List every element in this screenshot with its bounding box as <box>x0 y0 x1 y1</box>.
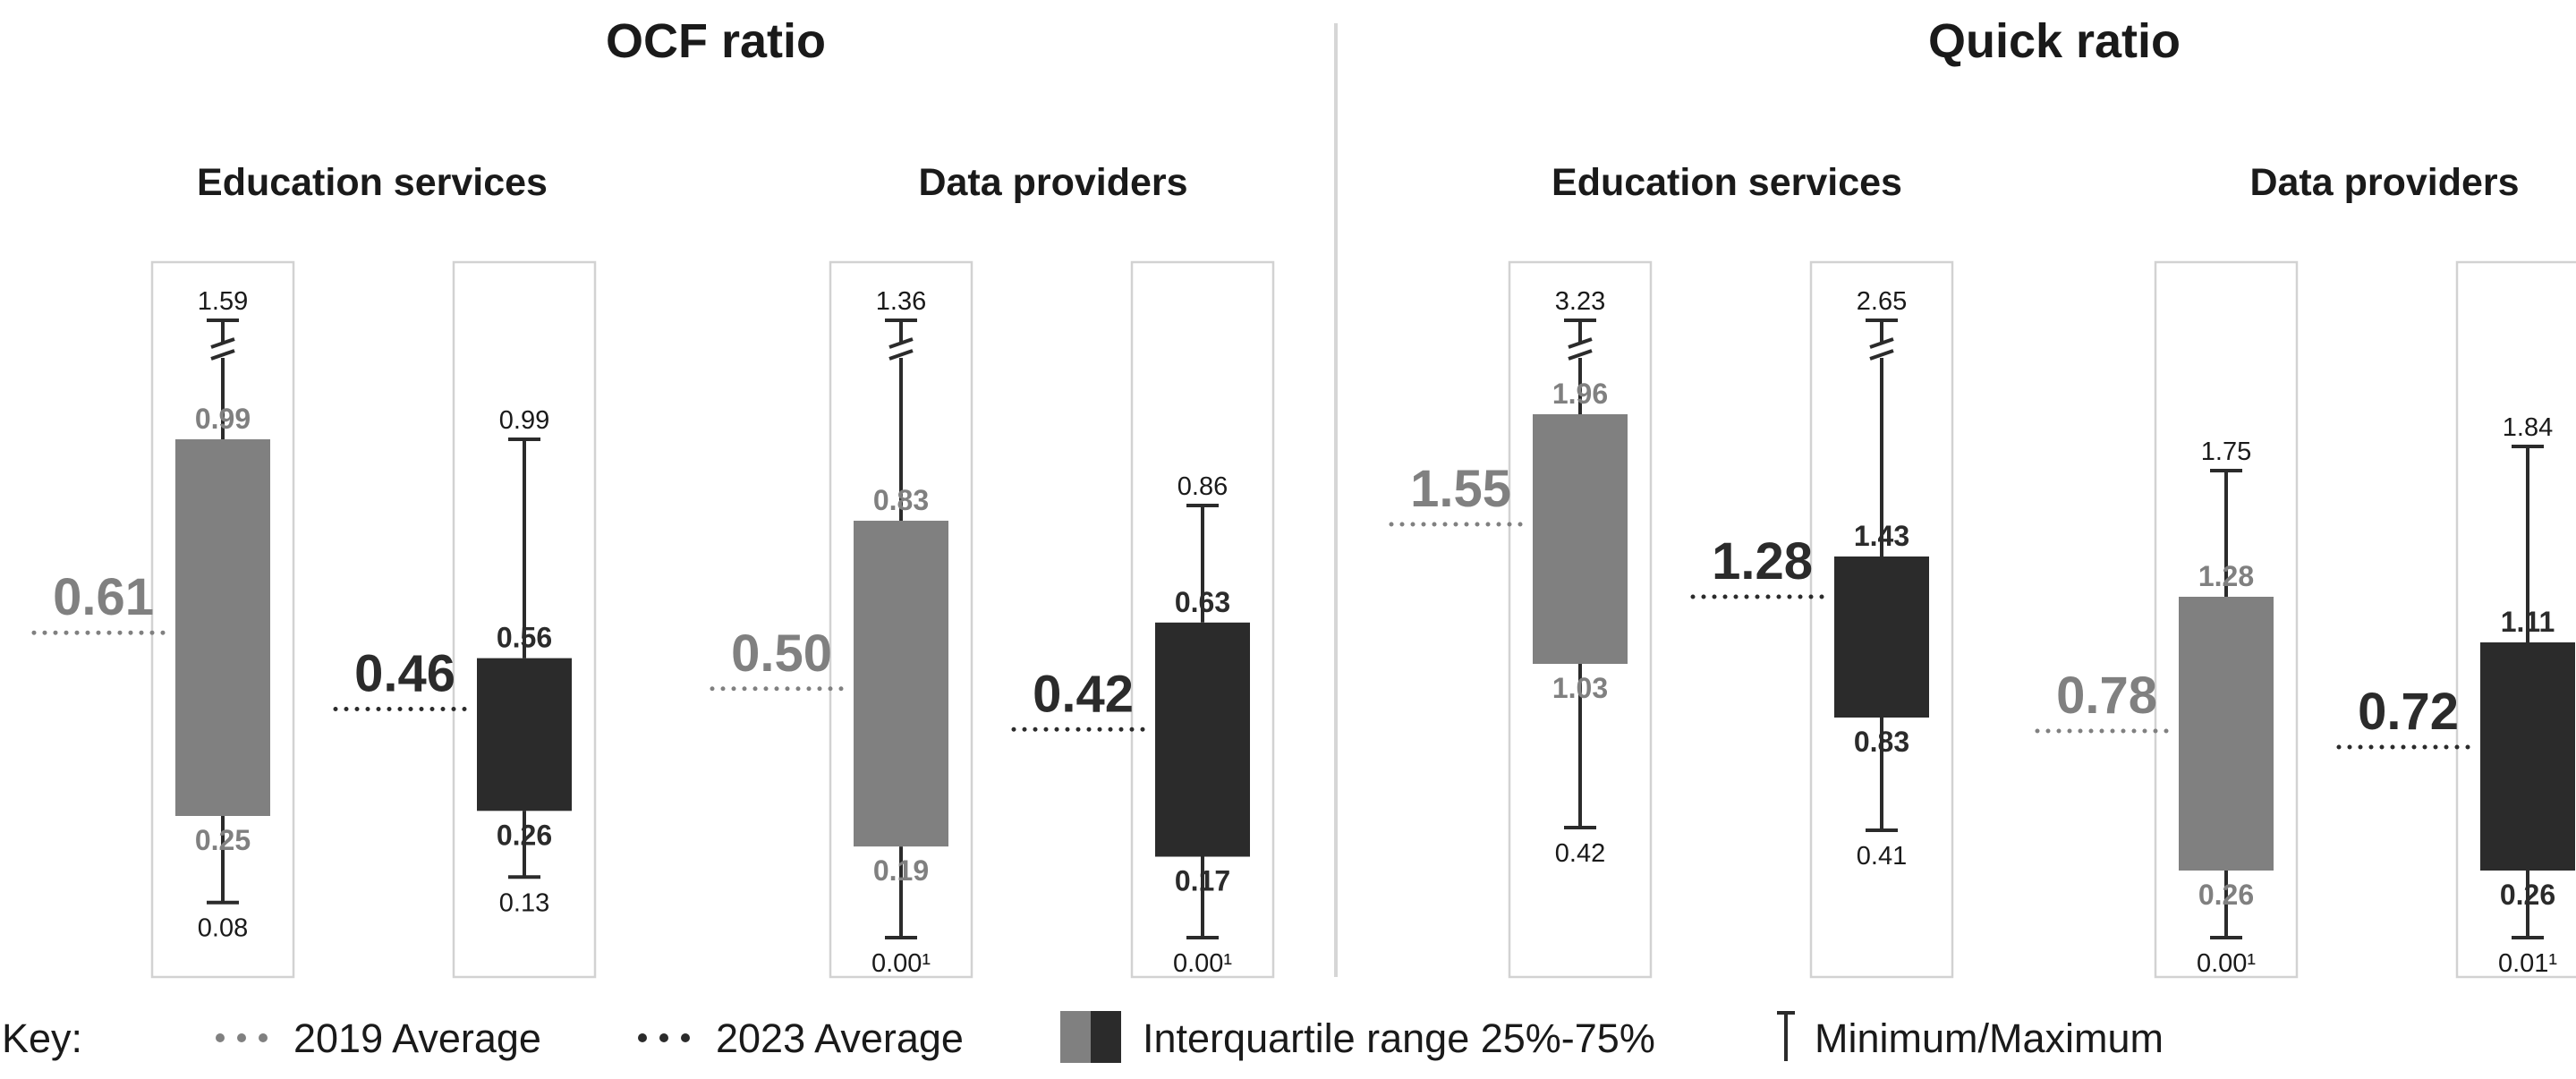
max-label: 1.84 <box>2503 413 2553 442</box>
q1-label: 0.17 <box>1175 865 1230 897</box>
legend-label: Minimum/Maximum <box>1815 1015 2164 1061</box>
group-title: Data providers <box>918 161 1187 204</box>
box-2019: 1.75 1.28 0.26 0.00¹ 0.78 <box>2035 260 2299 979</box>
axis-break-mark <box>1568 337 1593 349</box>
average-label: 0.72 <box>2358 683 2459 741</box>
legend-label: 2023 Average <box>716 1015 964 1061</box>
axis-break-mark <box>888 349 914 361</box>
iqr-box <box>477 658 572 811</box>
min-label: 0.00¹ <box>2197 949 2256 978</box>
axis-break-mark <box>888 337 914 349</box>
q1-label: 0.83 <box>1854 726 1909 758</box>
legend-dot <box>259 1033 268 1042</box>
q3-label: 1.28 <box>2198 560 2254 592</box>
group-title: Data providers <box>2249 161 2519 204</box>
q1-label: 0.26 <box>497 819 552 851</box>
panel-title: Quick ratio <box>1928 14 2181 68</box>
max-label: 1.75 <box>2201 438 2251 466</box>
axis-break-mark <box>1869 349 1894 361</box>
iqr-box <box>1533 414 1628 664</box>
q1-label: 0.26 <box>2198 879 2254 911</box>
q3-label: 0.83 <box>873 484 929 516</box>
axis-break-mark <box>1869 337 1894 349</box>
iqr-box <box>175 439 270 816</box>
q3-label: 1.43 <box>1854 520 1909 552</box>
min-label: 0.13 <box>499 888 549 917</box>
box-2019: 3.23 1.96 1.03 0.42 1.55 <box>1389 260 1653 979</box>
legend-swatch-2023 <box>1091 1011 1121 1063</box>
min-label: 0.41 <box>1857 842 1907 871</box>
legend-dot <box>681 1033 690 1042</box>
max-label: 0.86 <box>1177 472 1228 501</box>
min-label: 0.08 <box>198 914 248 943</box>
iqr-box <box>1155 622 1250 857</box>
average-label: 0.61 <box>53 568 154 626</box>
box-2023: 2.65 1.43 0.83 0.41 1.28 <box>1690 260 1954 979</box>
min-label: 0.00¹ <box>1173 949 1232 978</box>
legend-swatch-2019 <box>1060 1011 1091 1063</box>
max-label: 1.59 <box>198 287 248 316</box>
q1-label: 0.25 <box>195 824 251 856</box>
legend: Key: 2019 Average 2023 Average Interquartil… <box>2 1011 2164 1063</box>
q3-label: 1.11 <box>2501 606 2555 638</box>
legend-dot <box>638 1033 647 1042</box>
box-frame <box>452 260 597 979</box>
q3-label: 1.96 <box>1552 378 1608 410</box>
iqr-box <box>2480 642 2575 871</box>
min-label: 0.42 <box>1555 839 1605 868</box>
box-2019: 1.36 0.83 0.19 0.00¹ 0.50 <box>710 260 973 979</box>
legend-dot <box>216 1033 225 1042</box>
iqr-box <box>854 521 948 847</box>
q3-label: 0.99 <box>195 403 251 435</box>
max-label: 1.36 <box>876 287 926 316</box>
box-frame <box>2154 260 2299 979</box>
max-label: 0.99 <box>499 406 549 435</box>
box-2023: 0.99 0.56 0.26 0.13 0.46 <box>333 260 597 979</box>
average-label: 1.28 <box>1712 532 1813 590</box>
box-2023: 0.86 0.63 0.17 0.00¹ 0.42 <box>1011 260 1275 979</box>
box-frame <box>1809 260 1954 979</box>
legend-item: Minimum/Maximum <box>1777 1011 2164 1061</box>
max-label: 2.65 <box>1857 287 1907 316</box>
box-frame <box>2455 260 2576 979</box>
box-2019: 1.59 0.99 0.25 0.08 0.61 <box>31 260 295 979</box>
average-label: 1.55 <box>1410 460 1511 518</box>
legend-dot <box>237 1033 246 1042</box>
axis-break-mark <box>210 337 235 349</box>
q3-label: 0.63 <box>1175 586 1230 618</box>
average-label: 0.50 <box>731 624 832 683</box>
average-label: 0.42 <box>1033 665 1134 723</box>
legend-dot <box>659 1033 668 1042</box>
legend-label: Interquartile range 25%-75% <box>1143 1015 1655 1061</box>
q1-label: 0.19 <box>873 854 929 887</box>
q1-label: 1.03 <box>1552 672 1608 704</box>
group-title: Education services <box>1552 161 1902 204</box>
average-label: 0.46 <box>354 645 455 703</box>
iqr-box <box>1834 556 1929 718</box>
axis-break-mark <box>1568 349 1593 361</box>
max-label: 3.23 <box>1555 287 1605 316</box>
panel-title: OCF ratio <box>606 14 826 68</box>
iqr-box <box>2179 597 2274 871</box>
box-frame <box>150 260 295 979</box>
axis-break-mark <box>210 349 235 361</box>
legend-item: Interquartile range 25%-75% <box>1060 1011 1655 1063</box>
box-frame <box>1130 260 1275 979</box>
box-frame <box>829 260 973 979</box>
box-frame <box>1508 260 1653 979</box>
box-2023: 1.84 1.11 0.26 0.01¹ 0.72 <box>2336 260 2576 979</box>
q3-label: 0.56 <box>497 622 552 654</box>
legend-label: 2019 Average <box>293 1015 541 1061</box>
group-title: Education services <box>197 161 548 204</box>
min-label: 0.00¹ <box>871 949 931 978</box>
legend-item: 2023 Average <box>638 1015 964 1061</box>
average-label: 0.78 <box>2056 667 2157 725</box>
legend-prefix: Key: <box>2 1015 82 1061</box>
q1-label: 0.26 <box>2500 879 2555 911</box>
legend-item: 2019 Average <box>216 1015 541 1061</box>
min-label: 0.01¹ <box>2498 949 2557 978</box>
